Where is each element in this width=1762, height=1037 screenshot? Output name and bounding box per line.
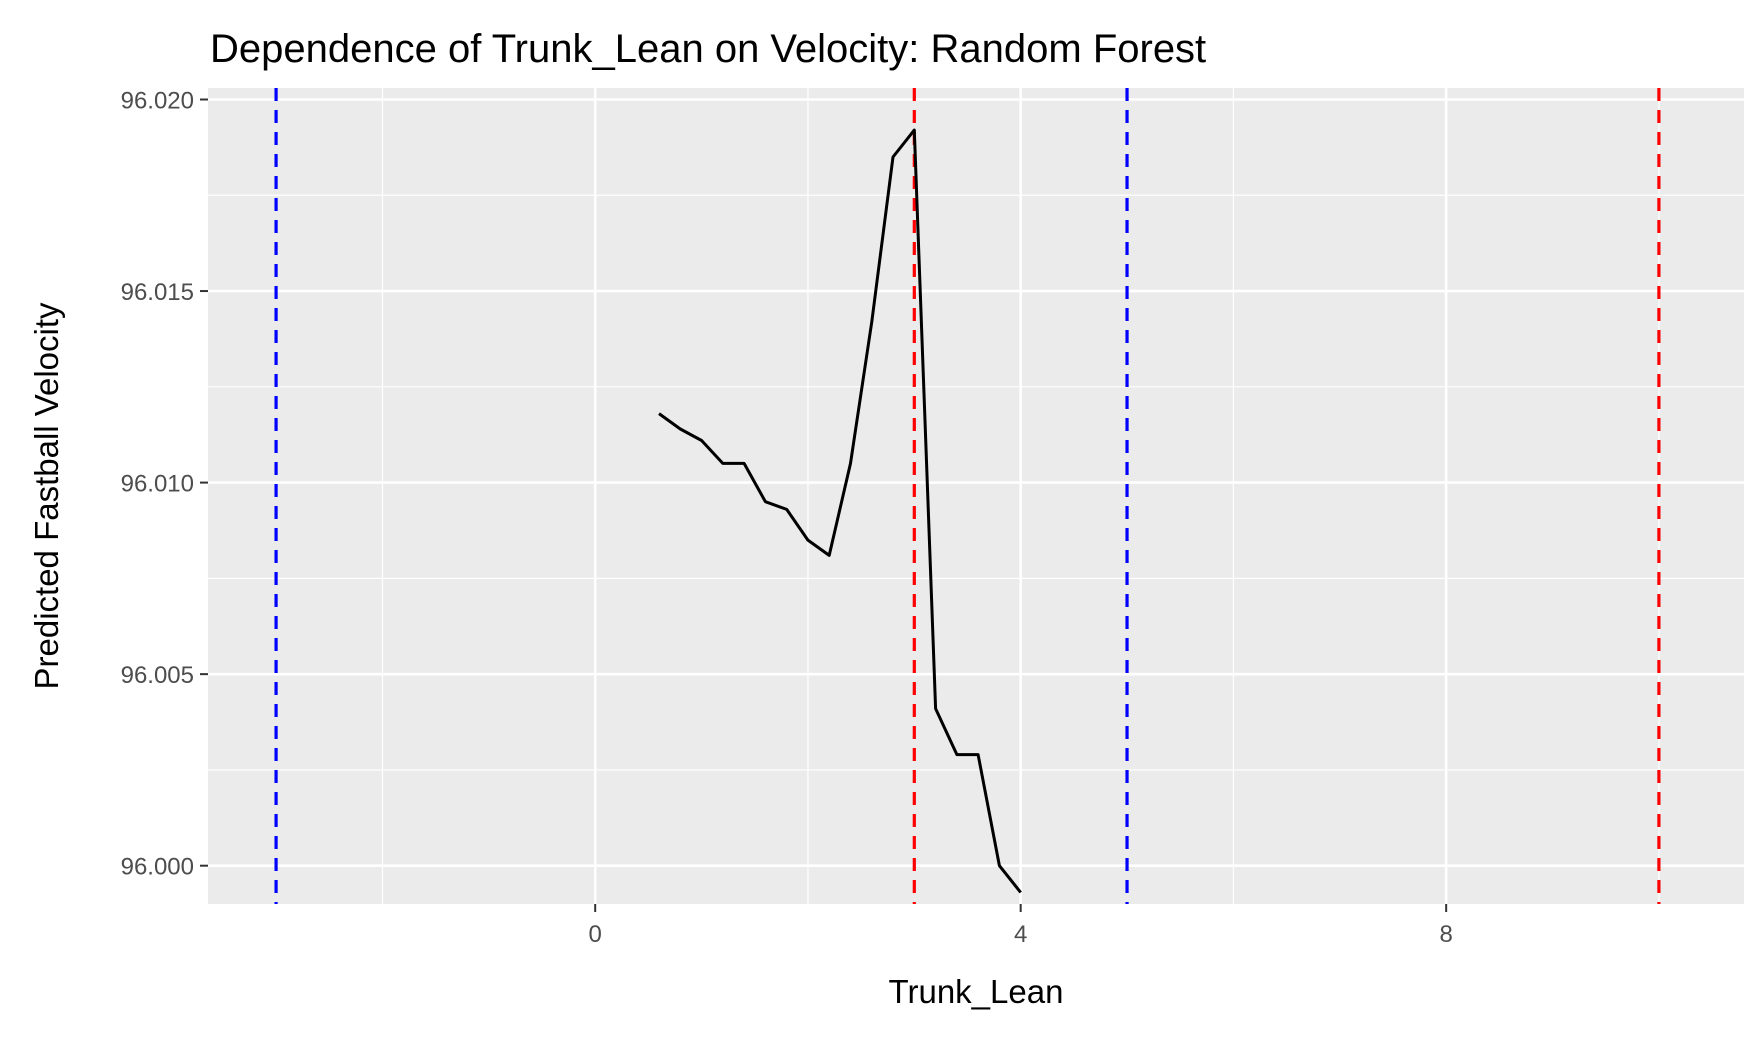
x-tick-label: 4 <box>1014 921 1027 948</box>
major-gridlines <box>208 88 1744 904</box>
y-axis: 96.000 96.005 96.010 96.015 96.020 <box>121 87 208 881</box>
x-tick-label: 0 <box>589 921 602 948</box>
series-lines <box>658 128 1022 894</box>
series-line <box>658 128 1022 894</box>
y-tick-label: 96.010 <box>121 471 194 498</box>
x-axis: 0 4 8 <box>589 904 1453 948</box>
plot-background <box>208 88 1744 904</box>
x-axis-title: Trunk_Lean <box>889 973 1064 1010</box>
y-tick-label: 96.000 <box>121 854 194 881</box>
x-tick-label: 8 <box>1439 921 1452 948</box>
reference-lines <box>274 88 1661 904</box>
y-tick-label: 96.005 <box>121 662 194 689</box>
y-tick-label: 96.015 <box>121 279 194 306</box>
y-tick-label: 96.020 <box>121 87 194 114</box>
chart-title: Dependence of Trunk_Lean on Velocity: Ra… <box>210 27 1206 71</box>
y-axis-title: Predicted Fastball Velocity <box>28 302 65 690</box>
